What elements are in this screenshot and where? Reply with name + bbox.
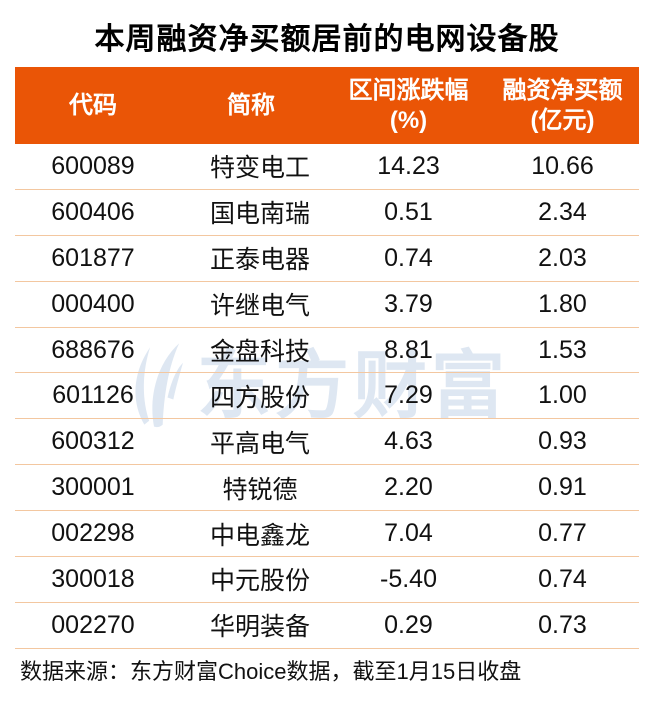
- stock-code: 000400: [51, 289, 135, 318]
- stock-code: 600312: [51, 427, 135, 456]
- change-pct: 0.51: [384, 197, 433, 226]
- stock-code: 600089: [51, 151, 135, 180]
- net-buy-amount: 0.73: [538, 610, 587, 639]
- net-buy-amount: 2.34: [538, 197, 587, 226]
- change-pct: 7.04: [384, 519, 433, 548]
- net-buy-amount: 2.03: [538, 243, 587, 272]
- change-pct: 8.81: [384, 335, 433, 364]
- change-pct: 14.23: [377, 151, 440, 180]
- column-header-netbuy: 融资净买额 (亿元): [486, 76, 639, 136]
- table-header-row: 代码 简称 区间涨跌幅 (%) 融资净买额 (亿元): [15, 67, 639, 144]
- stock-name: 特变电工: [209, 154, 310, 183]
- table-row: 300001 特锐德 2.20 0.91: [15, 465, 639, 512]
- stock-code: 002298: [51, 519, 135, 548]
- stock-code: 300018: [51, 564, 135, 593]
- column-header-name: 简称: [171, 91, 331, 121]
- stock-name: 华明装备: [209, 613, 310, 642]
- table-body: 600089 特变电工 14.23 10.66 600406 国电南瑞 0.51 2.34 60…: [15, 144, 639, 649]
- column-header-change: 区间涨跌幅 (%): [331, 76, 486, 136]
- stock-name: 特锐德: [222, 475, 298, 504]
- table-row: 600089 特变电工 14.23 10.66: [15, 144, 639, 190]
- column-header-line: (%): [389, 106, 428, 134]
- stock-name: 四方股份: [209, 383, 310, 412]
- column-header-line: 简称: [227, 91, 275, 119]
- stock-name: 正泰电器: [209, 246, 310, 275]
- net-buy-amount: 0.74: [538, 564, 587, 593]
- table-row: 002270 华明装备 0.29 0.73: [15, 603, 639, 649]
- change-pct: -5.40: [380, 564, 437, 593]
- stock-name: 许继电气: [209, 292, 310, 321]
- table-row: 601126 四方股份 7.29 1.00: [15, 373, 639, 420]
- page-title: 本周融资净买额居前的电网设备股: [94, 23, 560, 56]
- change-pct: 7.29: [384, 381, 433, 410]
- table-row: 600406 国电南瑞 0.51 2.34: [15, 190, 639, 236]
- column-header-line: 区间涨跌幅: [348, 76, 469, 104]
- net-buy-amount: 0.91: [538, 473, 587, 502]
- table-row: 002298 中电鑫龙 7.04 0.77: [15, 511, 639, 558]
- stock-name: 平高电气: [209, 429, 310, 458]
- table-row: 600312 平高电气 4.63 0.93: [15, 419, 639, 466]
- stock-code: 601126: [52, 381, 134, 410]
- stock-name: 国电南瑞: [209, 200, 310, 229]
- stock-code: 601877: [51, 243, 135, 272]
- change-pct: 0.74: [384, 243, 433, 272]
- stock-name: 中元股份: [209, 567, 310, 596]
- change-pct: 3.79: [384, 289, 433, 318]
- stock-code: 688676: [51, 335, 135, 364]
- stock-name: 金盘科技: [209, 338, 310, 366]
- stock-code: 300001: [51, 473, 135, 502]
- column-header-code: 代码: [15, 91, 171, 121]
- change-pct: 4.63: [384, 427, 433, 456]
- net-buy-amount: 1.80: [538, 289, 587, 318]
- net-buy-amount: 10.66: [531, 151, 594, 180]
- table-row: 300018 中元股份 -5.40 0.74: [15, 557, 639, 603]
- data-source-note: 数据来源：东方财富Choice数据，截至1月15日收盘: [20, 659, 522, 684]
- net-buy-amount: 0.77: [538, 519, 587, 548]
- column-header-line: (亿元): [530, 106, 595, 134]
- change-pct: 2.20: [384, 473, 433, 502]
- stock-table: 代码 简称 区间涨跌幅 (%) 融资净买额 (亿元) 600089 特变电工 14.23 10.…: [15, 67, 639, 649]
- column-header-line: 融资净买额: [502, 76, 623, 104]
- table-row: 000400 许继电气 3.79 1.80: [15, 282, 639, 328]
- net-buy-amount: 1.53: [538, 335, 587, 364]
- table-row: 601877 正泰电器 0.74 2.03: [15, 236, 639, 282]
- net-buy-amount: 1.00: [538, 381, 587, 410]
- table-row: 688676 金盘科技 8.81 1.53: [15, 328, 639, 374]
- stock-name: 中电鑫龙: [209, 521, 310, 550]
- column-header-line: 代码: [69, 91, 117, 119]
- change-pct: 0.29: [384, 610, 433, 639]
- stock-code: 600406: [51, 197, 135, 226]
- net-buy-amount: 0.93: [538, 427, 587, 456]
- stock-code: 002270: [51, 610, 135, 639]
